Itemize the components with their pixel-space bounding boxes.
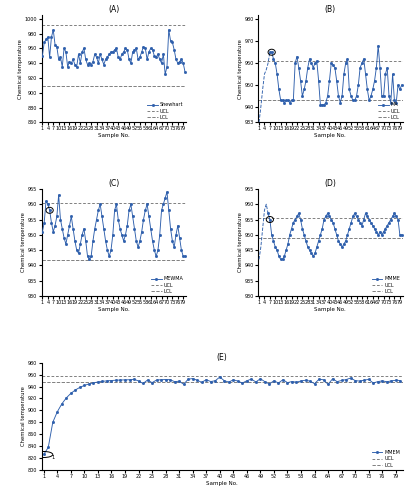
UCL <box>40 200 45 205</box>
UCL <box>40 22 45 28</box>
X-axis label: Sample No.: Sample No. <box>315 306 346 312</box>
LCL <box>255 235 260 241</box>
Legend: MMEM, UCL, LCL: MMEM, UCL, LCL <box>371 449 401 468</box>
LCL <box>38 83 43 89</box>
UCL <box>255 58 260 64</box>
MEWMA <box>183 254 188 260</box>
LCL <box>37 380 42 386</box>
X-axis label: Sample No.: Sample No. <box>315 133 346 138</box>
MMME <box>378 229 383 235</box>
Line: Shewhart: Shewhart <box>42 29 186 75</box>
Y-axis label: Chemical temperature: Chemical temperature <box>18 38 23 98</box>
MEWMA <box>40 229 45 235</box>
Line: MA: MA <box>269 45 402 106</box>
MA <box>318 102 323 108</box>
Title: (E): (E) <box>217 353 227 362</box>
Shewhart <box>163 71 168 77</box>
MA <box>267 49 272 55</box>
MMEM <box>41 452 46 458</box>
Y-axis label: Chemical temperature: Chemical temperature <box>21 386 26 446</box>
MMEM <box>217 374 222 380</box>
Y-axis label: Chemical temperature: Chemical temperature <box>238 212 243 272</box>
Shewhart <box>183 69 188 75</box>
Shewhart <box>105 54 110 60</box>
MMME <box>374 229 379 235</box>
Y-axis label: Chemical temperature: Chemical temperature <box>238 38 243 98</box>
X-axis label: Sample No.: Sample No. <box>206 480 238 486</box>
MMEM <box>199 380 204 386</box>
Shewhart <box>134 46 139 52</box>
MA <box>343 60 348 66</box>
LCL <box>38 257 43 263</box>
MMEM <box>362 377 367 383</box>
MMEM <box>276 380 281 386</box>
MA <box>296 64 301 70</box>
UCL <box>256 215 261 221</box>
MEWMA <box>105 247 110 253</box>
Y-axis label: Chemical temperature: Chemical temperature <box>21 212 26 272</box>
Line: MMME: MMME <box>267 212 402 260</box>
MMEM <box>290 378 295 384</box>
MMME <box>386 220 391 226</box>
UCL <box>38 22 43 28</box>
Title: (A): (A) <box>108 5 120 14</box>
Shewhart <box>170 40 175 46</box>
LCL <box>41 380 46 386</box>
Text: 1: 1 <box>52 455 55 460</box>
Legend: MMME, UCL, LCL: MMME, UCL, LCL <box>371 276 401 294</box>
MMEM <box>398 378 403 384</box>
Shewhart <box>40 52 45 59</box>
Title: (C): (C) <box>108 179 120 188</box>
MMME <box>266 210 271 216</box>
MMME <box>276 254 281 260</box>
MEWMA <box>170 238 175 244</box>
X-axis label: Sample No.: Sample No. <box>98 306 129 312</box>
LCL <box>256 235 261 241</box>
Legend: MEWMA, UCL, LCL: MEWMA, UCL, LCL <box>150 276 184 294</box>
UCL <box>256 58 261 64</box>
MEWMA <box>87 256 92 262</box>
LCL <box>255 98 260 103</box>
Legend: MA, UCL, LCL: MA, UCL, LCL <box>377 102 401 121</box>
UCL <box>37 374 42 380</box>
MEWMA <box>127 208 132 214</box>
MA <box>311 64 316 70</box>
Shewhart <box>127 56 132 62</box>
MMME <box>372 226 377 232</box>
MA <box>342 71 347 77</box>
Line: MMEM: MMEM <box>43 376 401 455</box>
MA <box>390 71 395 77</box>
Title: (B): (B) <box>325 5 336 14</box>
MMME <box>399 232 404 238</box>
Legend: Shewhart, UCL, LCL: Shewhart, UCL, LCL <box>146 102 184 121</box>
Line: MEWMA: MEWMA <box>42 191 186 260</box>
LCL <box>256 98 261 103</box>
Shewhart <box>139 49 144 55</box>
X-axis label: Sample No.: Sample No. <box>98 133 129 138</box>
MEWMA <box>134 238 139 244</box>
MEWMA <box>164 189 169 195</box>
MMEM <box>258 376 263 382</box>
MA <box>399 82 404 88</box>
Title: (D): (D) <box>325 179 336 188</box>
MMEM <box>262 378 267 384</box>
UCL <box>41 374 46 380</box>
Shewhart <box>51 27 56 33</box>
MMME <box>278 256 283 262</box>
UCL <box>38 200 43 205</box>
LCL <box>40 83 45 89</box>
MEWMA <box>128 201 133 207</box>
MMME <box>369 220 374 226</box>
MA <box>376 42 381 48</box>
MEWMA <box>139 229 144 235</box>
UCL <box>255 215 260 221</box>
MA <box>295 54 300 60</box>
Shewhart <box>128 60 133 66</box>
LCL <box>40 257 45 263</box>
